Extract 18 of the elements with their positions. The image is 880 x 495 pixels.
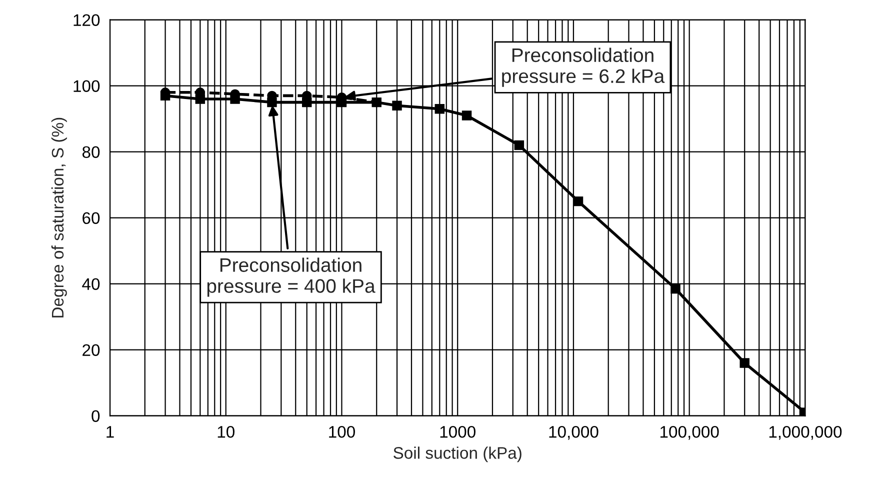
x-axis-title: Soil suction (kPa) — [394, 446, 522, 462]
annotation: Preconsolidation pressure = 400 kPa — [207, 258, 376, 297]
y-tick-label: 80 — [82, 146, 100, 158]
y-tick-label: 40 — [82, 278, 100, 290]
y-axis-title: Degree of saturation, S (%) — [51, 118, 67, 318]
x-tick-label: 10 — [218, 426, 234, 438]
y-tick-label: 20 — [82, 344, 100, 356]
x-tick-label: 100,000 — [660, 426, 719, 440]
annotation: Preconsolidation pressure = 6.2 kPa — [502, 48, 665, 87]
y-tick-label: 60 — [82, 212, 100, 224]
x-tick-label: 10,000 — [549, 426, 598, 440]
y-tick-label: 100 — [74, 80, 100, 92]
y-tick-label: 120 — [74, 14, 100, 26]
y-tick-label: 0 — [92, 410, 100, 422]
x-tick-label: 1000 — [440, 426, 476, 438]
x-tick-label: 1 — [106, 426, 114, 438]
x-tick-label: 1,000,000 — [769, 426, 842, 440]
x-tick-label: 100 — [329, 426, 355, 438]
